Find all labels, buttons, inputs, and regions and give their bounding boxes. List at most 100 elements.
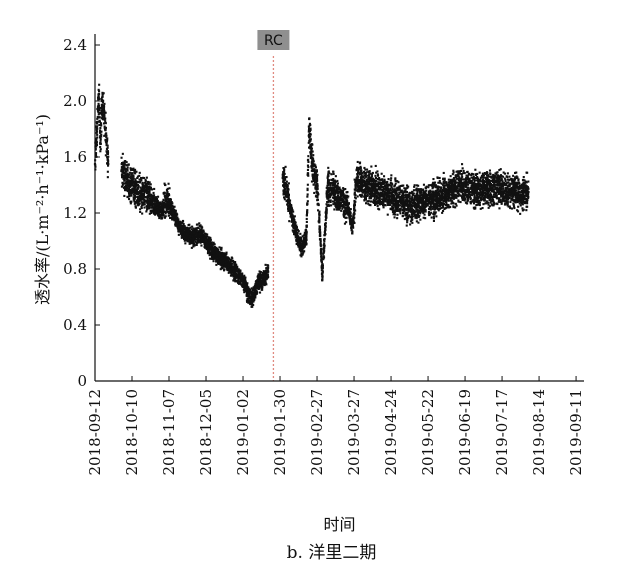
- data-point: [204, 233, 207, 236]
- data-point: [287, 209, 290, 212]
- data-point: [305, 235, 308, 238]
- data-point: [136, 186, 139, 189]
- data-point: [325, 216, 328, 219]
- data-point: [290, 207, 293, 210]
- data-point: [246, 284, 249, 287]
- data-point: [131, 180, 134, 183]
- data-point: [211, 252, 214, 255]
- data-point: [387, 200, 390, 203]
- data-point: [220, 246, 223, 249]
- data-point: [155, 203, 158, 206]
- data-point: [418, 190, 421, 193]
- data-point: [223, 253, 226, 256]
- data-point: [386, 198, 389, 201]
- data-point: [247, 290, 250, 293]
- data-point: [238, 269, 241, 272]
- data-point: [301, 245, 304, 248]
- data-point: [411, 191, 414, 194]
- data-point: [405, 193, 408, 196]
- data-point: [359, 172, 362, 175]
- data-point: [257, 277, 260, 280]
- data-point: [152, 209, 155, 212]
- data-point: [121, 183, 124, 186]
- data-point: [340, 209, 343, 212]
- data-point: [214, 253, 217, 256]
- data-point: [318, 216, 321, 219]
- data-point: [253, 297, 256, 300]
- data-point: [250, 287, 253, 290]
- data-point: [312, 154, 315, 157]
- data-point: [399, 197, 402, 200]
- data-point: [291, 213, 294, 216]
- data-point: [318, 212, 321, 215]
- data-point: [163, 202, 166, 205]
- data-point: [242, 283, 245, 286]
- data-point: [246, 282, 249, 285]
- data-point: [129, 175, 132, 178]
- data-point: [257, 273, 260, 276]
- data-point: [139, 181, 142, 184]
- data-point: [418, 201, 421, 204]
- data-point: [396, 213, 399, 216]
- data-point: [347, 195, 350, 198]
- data-point: [285, 182, 288, 185]
- data-point: [402, 184, 405, 187]
- data-point: [123, 194, 126, 197]
- data-point: [159, 214, 162, 217]
- data-point: [181, 234, 184, 237]
- data-point: [125, 181, 128, 184]
- data-point: [403, 218, 406, 221]
- data-point: [303, 250, 306, 253]
- data-point: [133, 200, 136, 203]
- data-point: [130, 169, 133, 172]
- data-point: [319, 241, 322, 244]
- data-point: [283, 196, 286, 199]
- data-point: [127, 163, 130, 166]
- data-point: [149, 198, 152, 201]
- data-point: [409, 220, 412, 223]
- data-point: [215, 254, 218, 257]
- data-point: [292, 219, 295, 222]
- data-point: [156, 205, 159, 208]
- data-point: [310, 154, 313, 157]
- data-point: [315, 169, 318, 172]
- data-point: [124, 185, 127, 188]
- data-point: [393, 202, 396, 205]
- data-point: [405, 214, 408, 217]
- data-point: [305, 242, 308, 245]
- data-point: [98, 123, 101, 126]
- data-point: [176, 217, 179, 220]
- data-point: [418, 209, 421, 212]
- data-point: [139, 208, 142, 211]
- data-point: [324, 227, 327, 230]
- data-point: [138, 174, 141, 177]
- data-point: [284, 187, 287, 190]
- data-point: [99, 131, 102, 134]
- data-point: [182, 234, 185, 237]
- data-point: [98, 83, 101, 86]
- data-point: [387, 196, 390, 199]
- data-point: [150, 201, 153, 204]
- data-point: [206, 241, 209, 244]
- data-point: [182, 235, 185, 238]
- data-point: [250, 301, 253, 304]
- data-point: [374, 193, 377, 196]
- data-point: [202, 229, 205, 232]
- data-point: [308, 129, 311, 132]
- data-point: [357, 180, 360, 183]
- data-point: [388, 203, 391, 206]
- data-point: [187, 230, 190, 233]
- data-point: [380, 201, 383, 204]
- data-point: [377, 200, 380, 203]
- data-point: [263, 274, 266, 277]
- data-point: [192, 232, 195, 235]
- data-point: [134, 186, 137, 189]
- data-point: [145, 210, 148, 213]
- data-point: [164, 212, 167, 215]
- data-point: [97, 111, 100, 114]
- data-point: [283, 190, 286, 193]
- data-point: [140, 205, 143, 208]
- data-point: [391, 196, 394, 199]
- data-point: [167, 214, 170, 217]
- data-point: [394, 206, 397, 209]
